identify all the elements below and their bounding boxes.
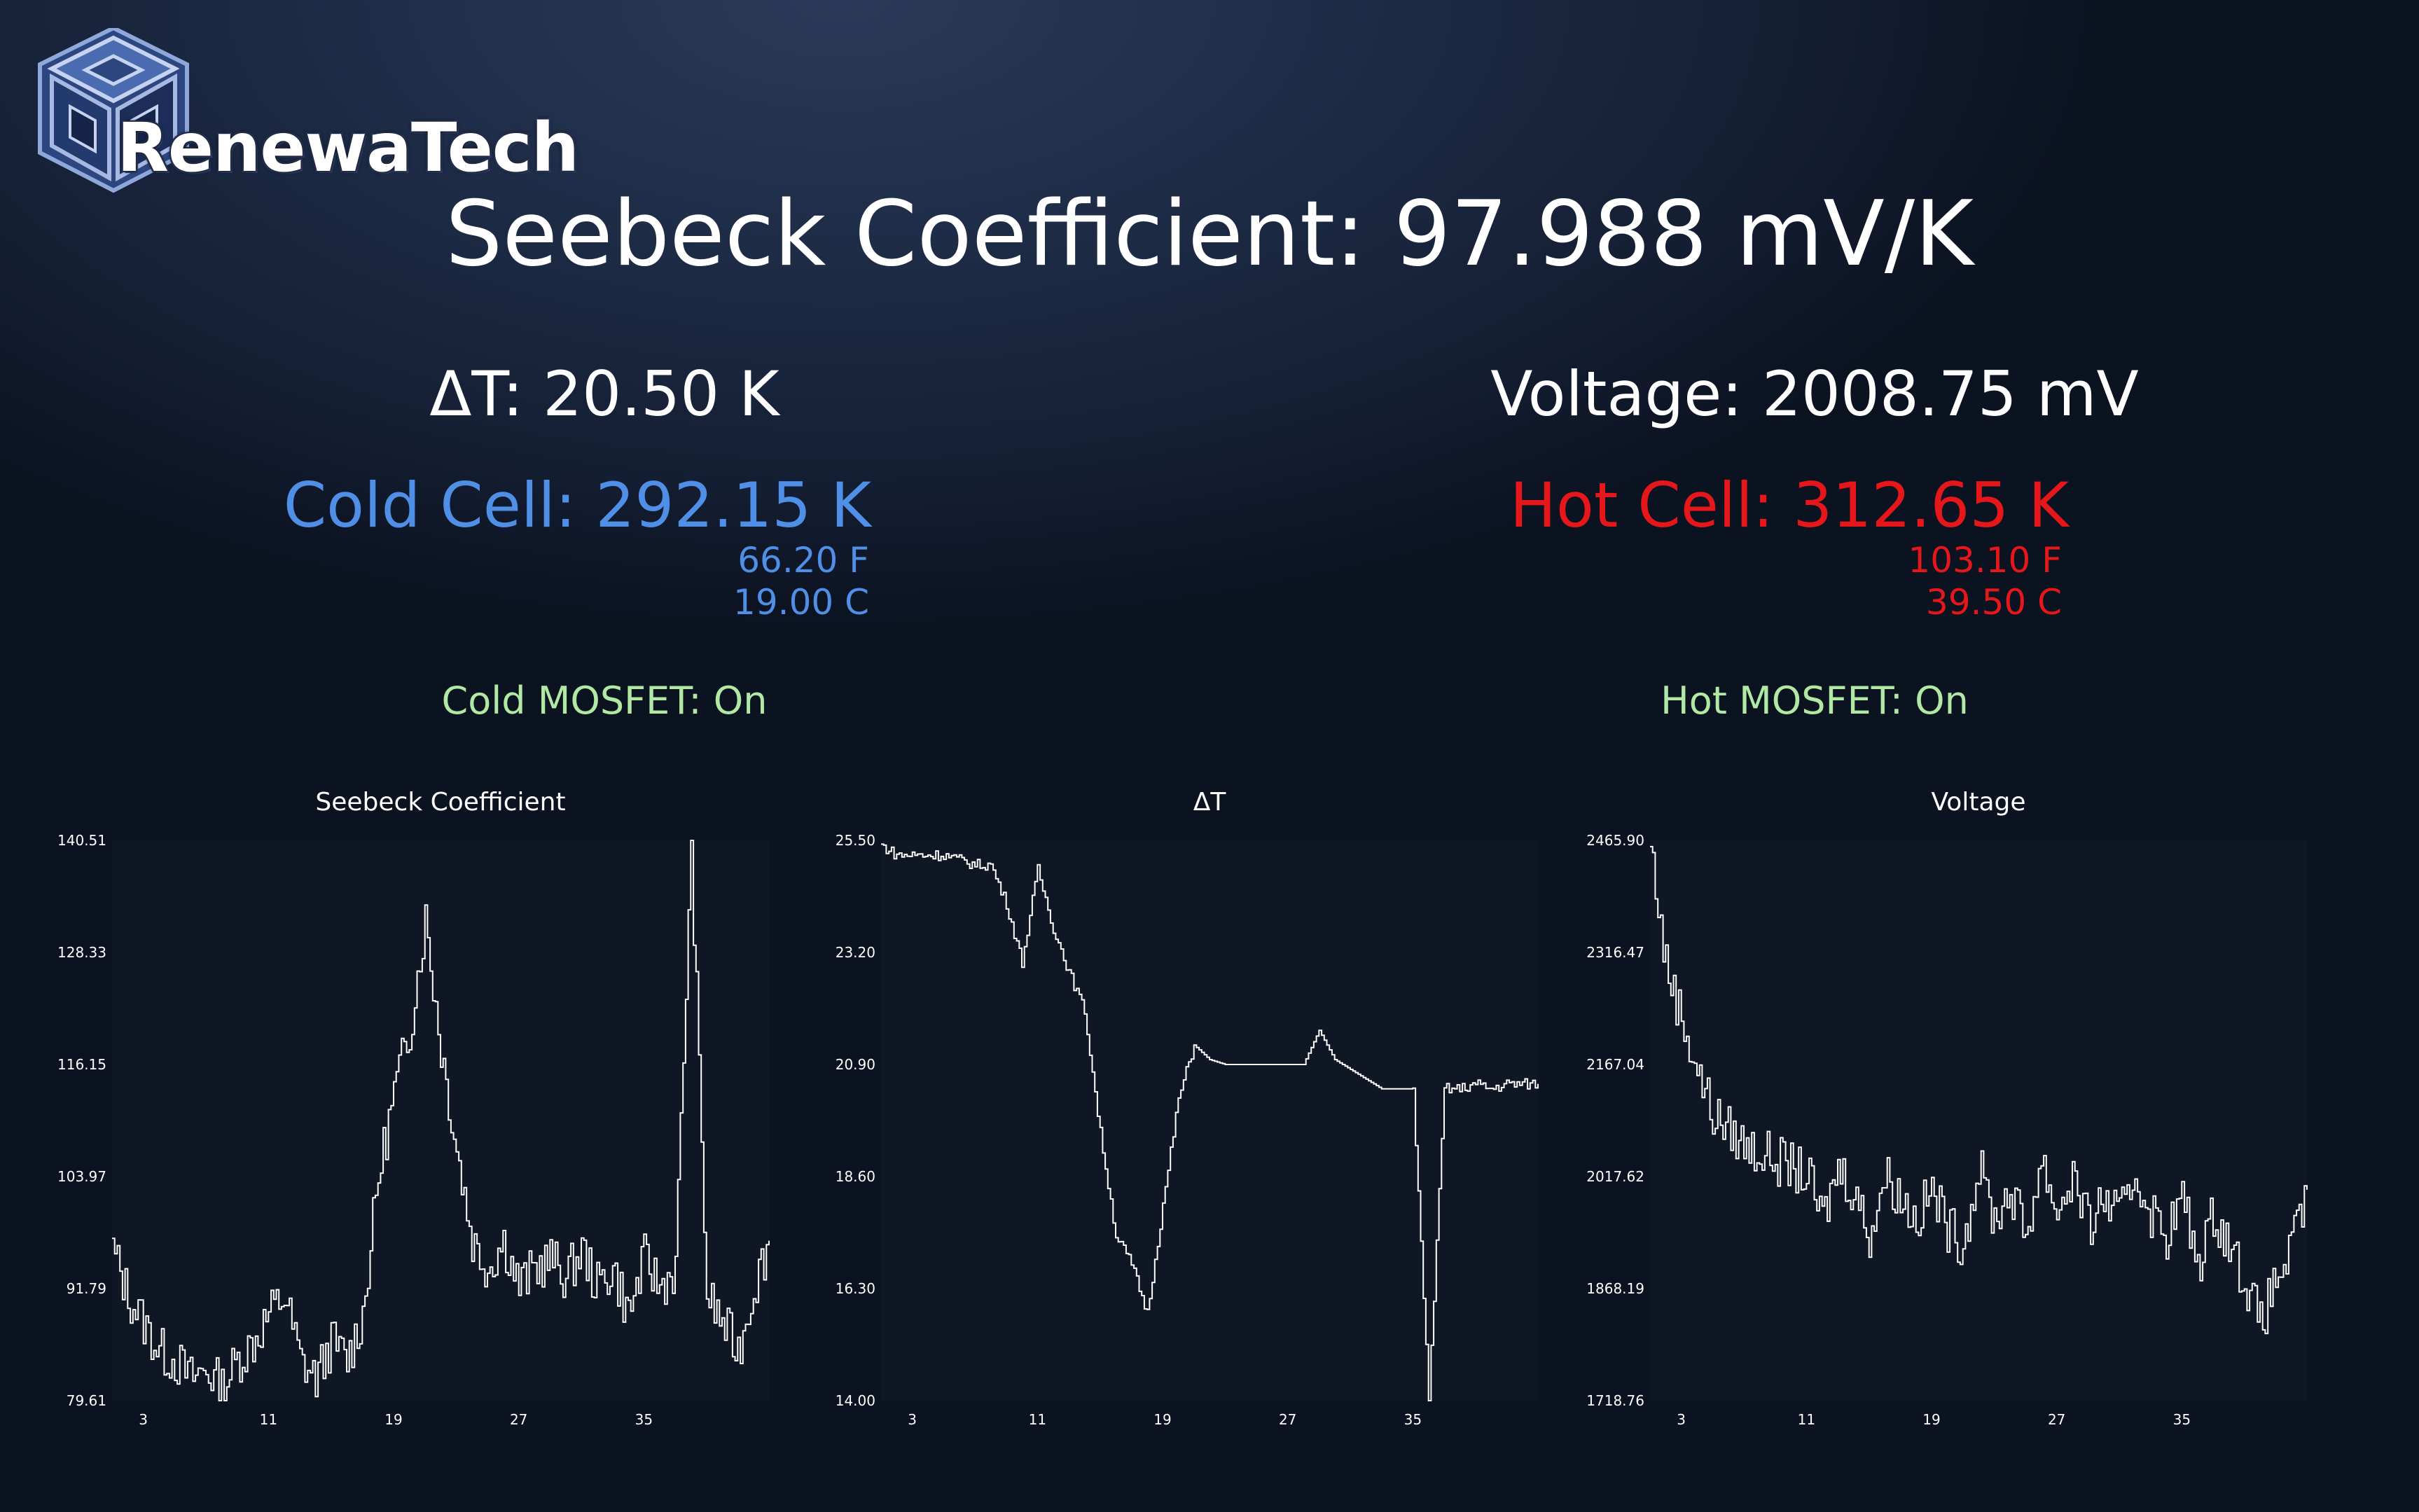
- y-tick-label: 2167.04: [1586, 1056, 1644, 1073]
- x-tick-label: 19: [384, 1411, 402, 1428]
- x-tick-label: 11: [260, 1411, 277, 1428]
- x-tick-label: 19: [1922, 1411, 1940, 1428]
- hot-cell-fahrenheit: 103.10 F: [1908, 540, 2062, 581]
- voltage-chart-title: Voltage: [1931, 788, 2026, 817]
- seebeck-coefficient-readout: Seebeck Coefficient: 97.988 mV/K: [445, 182, 1974, 286]
- cold-cell-celsius: 19.00 C: [733, 582, 869, 623]
- y-tick-label: 128.33: [57, 944, 106, 961]
- x-tick-label: 27: [2048, 1411, 2065, 1428]
- plot-area: [881, 840, 1538, 1401]
- x-tick-label: 27: [1279, 1411, 1296, 1428]
- x-tick-label: 3: [1677, 1411, 1686, 1428]
- delta-t-chart-title: ΔT: [1193, 788, 1226, 817]
- x-tick-label: 27: [510, 1411, 527, 1428]
- cold-cell-fahrenheit: 66.20 F: [737, 540, 869, 581]
- cold-cell-kelvin: Cold Cell: 292.15 K: [283, 469, 871, 541]
- hot-cell-celsius: 39.50 C: [1926, 582, 2062, 623]
- x-tick-label: 11: [1798, 1411, 1815, 1428]
- x-tick-label: 19: [1153, 1411, 1171, 1428]
- y-tick-label: 91.79: [67, 1280, 106, 1297]
- y-tick-label: 2465.90: [1586, 832, 1644, 849]
- y-tick-label: 23.20: [836, 944, 875, 961]
- series-line: [1650, 845, 2308, 1335]
- y-tick-label: 1868.19: [1586, 1280, 1644, 1297]
- seebeck-chart: 140.51 128.33 116.15 103.97 91.79 79.61 3 11 19 2…: [57, 832, 770, 1428]
- x-tick-label: 3: [908, 1411, 917, 1428]
- cube-logo-icon: [38, 25, 189, 193]
- series-line: [881, 843, 1539, 1401]
- x-tick-label: 35: [1404, 1411, 1422, 1428]
- y-tick-label: 25.50: [836, 832, 875, 849]
- x-tick-label: 35: [2173, 1411, 2191, 1428]
- brand-name: RenewaTech: [117, 109, 579, 187]
- hot-mosfet-status: Hot MOSFET: On: [1661, 679, 1969, 723]
- x-tick-label: 11: [1029, 1411, 1046, 1428]
- x-tick-label: 3: [139, 1411, 148, 1428]
- y-tick-label: 20.90: [836, 1056, 875, 1073]
- hot-cell-kelvin: Hot Cell: 312.65 K: [1509, 469, 2069, 541]
- x-tick-label: 35: [635, 1411, 653, 1428]
- y-tick-label: 14.00: [836, 1392, 875, 1409]
- renewatech-logo: RenewaTech: [36, 25, 579, 203]
- y-tick-label: 18.60: [836, 1168, 875, 1185]
- y-tick-label: 79.61: [67, 1392, 106, 1409]
- y-tick-label: 16.30: [836, 1280, 875, 1297]
- voltage-readout: Voltage: 2008.75 mV: [1490, 358, 2139, 430]
- delta-t-chart: 25.50 23.20 20.90 18.60 16.30 14.00 3 11 19 27 35: [836, 832, 1539, 1428]
- y-tick-label: 2316.47: [1586, 944, 1644, 961]
- voltage-chart: 2465.90 2316.47 2167.04 2017.62 1868.19 1718.…: [1586, 832, 2308, 1428]
- y-tick-label: 2017.62: [1586, 1168, 1644, 1185]
- y-tick-label: 116.15: [57, 1056, 106, 1073]
- seebeck-chart-title: Seebeck Coefficient: [315, 788, 566, 817]
- plot-area: [1650, 840, 2307, 1401]
- cold-mosfet-status: Cold MOSFET: On: [441, 679, 768, 723]
- y-tick-label: 140.51: [57, 832, 106, 849]
- plot-area: [112, 840, 769, 1401]
- delta-t-readout: ΔT: 20.50 K: [429, 358, 779, 430]
- y-tick-label: 103.97: [57, 1168, 106, 1185]
- y-tick-label: 1718.76: [1586, 1392, 1644, 1409]
- series-line: [112, 840, 770, 1401]
